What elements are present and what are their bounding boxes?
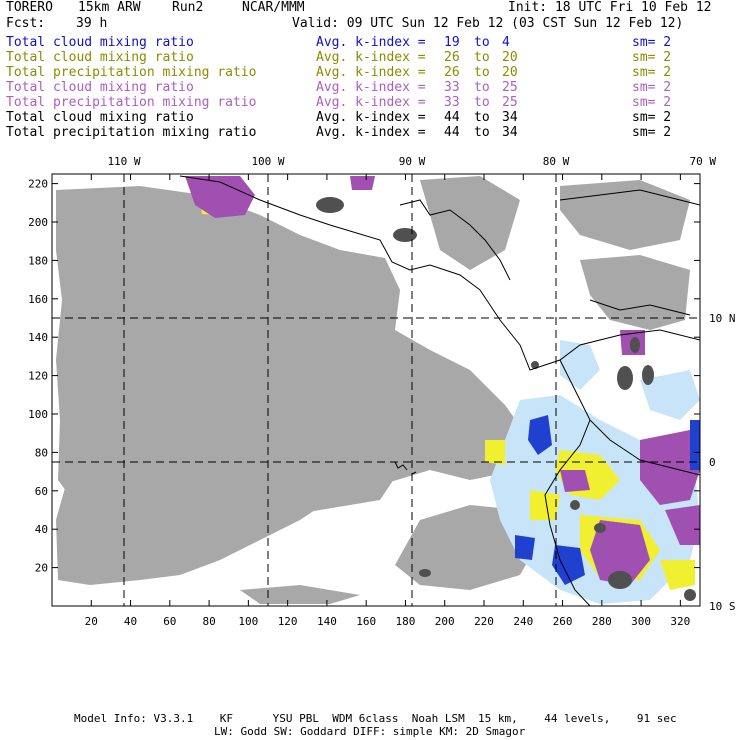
legend-to: 4 xyxy=(502,35,510,50)
forecast-label: Fcst: xyxy=(6,16,46,31)
y-tick-label: 160 xyxy=(28,293,48,306)
gray-cloud-field xyxy=(56,176,690,604)
x-tick-label: 300 xyxy=(631,615,651,628)
legend-from: 19 xyxy=(444,35,460,50)
legend-from: 44 xyxy=(444,125,460,140)
x-tick-label: 20 xyxy=(85,615,98,628)
x-tick-label: 240 xyxy=(513,615,533,628)
legend-to: 25 xyxy=(502,95,518,110)
legend-field: Total precipitation mixing ratio xyxy=(6,125,257,140)
legend-kindex: Avg. k-index = xyxy=(316,125,426,140)
valid-time: Valid: 09 UTC Sun 12 Feb 12 (03 CST Sun … xyxy=(292,16,684,31)
model-resolution: 15km ARW xyxy=(78,0,141,15)
legend-to-word: to xyxy=(474,80,490,95)
y-tick-label: 80 xyxy=(35,446,48,459)
model-org: NCAR/MMM xyxy=(242,0,305,15)
legend-to: 34 xyxy=(502,125,518,140)
latitude-label: 10 N xyxy=(709,312,736,325)
legend-to-word: to xyxy=(474,65,490,80)
legend-to-word: to xyxy=(474,95,490,110)
legend-kindex: Avg. k-index = xyxy=(316,80,426,95)
legend-field: Total precipitation mixing ratio xyxy=(6,95,257,110)
map-field-layer xyxy=(52,174,700,606)
purple-field xyxy=(185,176,700,585)
longitude-label: 80 W xyxy=(543,155,570,168)
init-time: Init: 18 UTC Fri 10 Feb 12 xyxy=(508,0,712,15)
legend-sm: sm= 2 xyxy=(632,80,672,95)
model-run: Run2 xyxy=(172,0,204,15)
y-tick-label: 220 xyxy=(28,178,48,191)
y-tick-label: 120 xyxy=(28,370,48,383)
model-name: TORERO xyxy=(6,0,53,15)
legend-sm: sm= 2 xyxy=(632,110,672,125)
map-frame xyxy=(51,173,701,607)
legend-to: 34 xyxy=(502,110,518,125)
legend-field: Total cloud mixing ratio xyxy=(6,50,194,65)
legend-to: 20 xyxy=(502,50,518,65)
legend-from: 33 xyxy=(444,80,460,95)
legend-to-word: to xyxy=(474,110,490,125)
legend-kindex: Avg. k-index = xyxy=(316,65,426,80)
x-tick-label: 280 xyxy=(592,615,612,628)
legend-from: 44 xyxy=(444,110,460,125)
latitude-label: 0 xyxy=(709,456,716,469)
axis-ticks xyxy=(52,174,700,606)
x-tick-label: 200 xyxy=(435,615,455,628)
coastlines xyxy=(179,175,700,606)
longitude-label: 90 W xyxy=(399,155,426,168)
y-tick-label: 20 xyxy=(35,562,48,575)
legend-to: 20 xyxy=(502,65,518,80)
x-tick-label: 320 xyxy=(670,615,690,628)
axis-tick-labels: 20 40 60 80 100 120 140 160 180 200 220 240 260 280 30… xyxy=(28,155,735,628)
legend-sm: sm= 2 xyxy=(632,35,672,50)
x-tick-label: 100 xyxy=(238,615,258,628)
legend-field: Total precipitation mixing ratio xyxy=(6,65,257,80)
legend-to-word: to xyxy=(474,50,490,65)
footer-model-info: Model Info: V3.3.1 KF YSU PBL WDM 6class… xyxy=(74,712,677,725)
y-tick-label: 100 xyxy=(28,408,48,421)
legend-from: 33 xyxy=(444,95,460,110)
legend-kindex: Avg. k-index = xyxy=(316,110,426,125)
legend-to-word: to xyxy=(474,125,490,140)
footer-physics-info: LW: Godd SW: Goddard DIFF: simple KM: 2D… xyxy=(214,725,526,738)
x-tick-label: 160 xyxy=(356,615,376,628)
y-tick-label: 40 xyxy=(35,523,48,536)
legend-field: Total cloud mixing ratio xyxy=(6,110,194,125)
y-tick-label: 200 xyxy=(28,216,48,229)
legend-sm: sm= 2 xyxy=(632,95,672,110)
y-tick-label: 180 xyxy=(28,254,48,267)
x-tick-label: 80 xyxy=(202,615,215,628)
longitude-label: 100 W xyxy=(251,155,284,168)
x-tick-label: 220 xyxy=(474,615,494,628)
legend-sm: sm= 2 xyxy=(632,65,672,80)
x-tick-label: 260 xyxy=(553,615,573,628)
y-tick-label: 140 xyxy=(28,331,48,344)
x-tick-label: 60 xyxy=(163,615,176,628)
legend-from: 26 xyxy=(444,65,460,80)
legend-sm: sm= 2 xyxy=(632,50,672,65)
blue-field xyxy=(515,415,700,585)
x-tick-label: 40 xyxy=(124,615,137,628)
legend-kindex: Avg. k-index = xyxy=(316,95,426,110)
legend-kindex: Avg. k-index = xyxy=(316,35,426,50)
x-tick-label: 120 xyxy=(278,615,298,628)
longitude-label: 70 W xyxy=(690,155,717,168)
x-tick-label: 180 xyxy=(396,615,416,628)
legend-to-word: to xyxy=(474,35,490,50)
legend-from: 26 xyxy=(444,50,460,65)
latitude-label: 10 S xyxy=(709,600,736,613)
legend-to: 25 xyxy=(502,80,518,95)
legend-field: Total cloud mixing ratio xyxy=(6,35,194,50)
graticule xyxy=(52,174,700,606)
dark-cloud-field xyxy=(316,197,696,601)
x-tick-label: 140 xyxy=(317,615,337,628)
y-tick-label: 60 xyxy=(35,485,48,498)
longitude-label: 110 W xyxy=(107,155,140,168)
legend-sm: sm= 2 xyxy=(632,125,672,140)
legend-field: Total cloud mixing ratio xyxy=(6,80,194,95)
forecast-hours: 39 h xyxy=(76,16,108,31)
legend-kindex: Avg. k-index = xyxy=(316,50,426,65)
